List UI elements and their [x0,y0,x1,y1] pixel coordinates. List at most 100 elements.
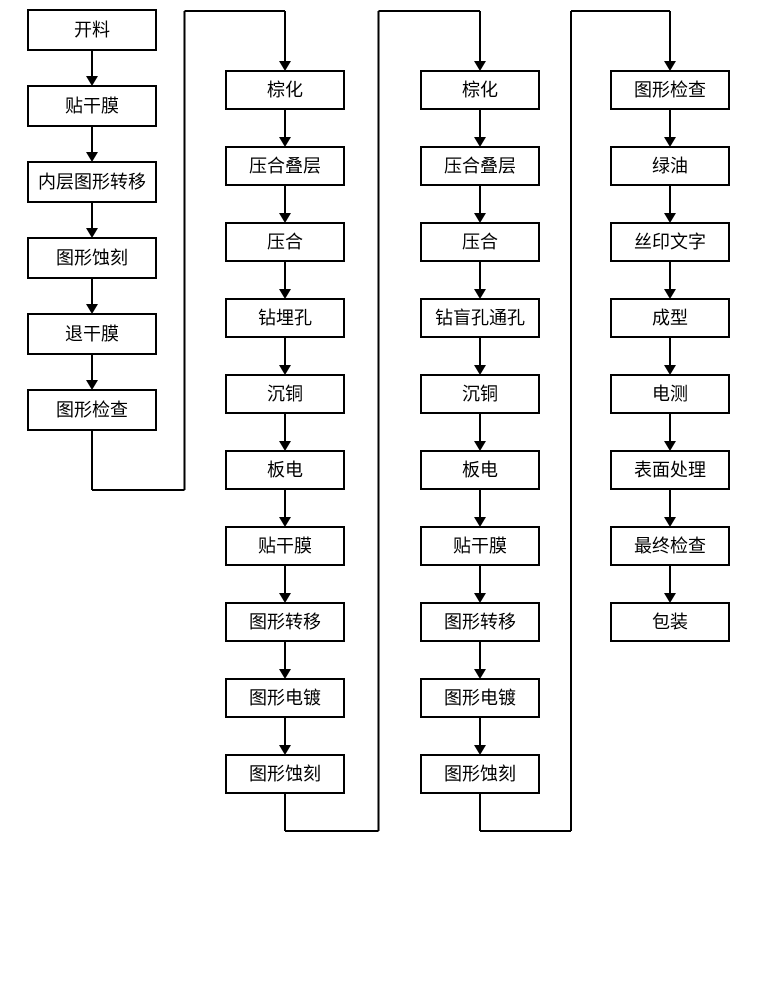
flow-node-label: 图形蚀刻 [56,248,128,268]
flowchart-canvas: 开料贴干膜内层图形转移图形蚀刻退干膜图形检查棕化压合叠层压合钻埋孔沉铜板电贴干膜… [0,0,768,1000]
flow-node-label: 开料 [74,20,110,40]
arrow-head [664,61,676,71]
arrow-head [279,61,291,71]
flow-node-label: 图形检查 [634,80,706,100]
flow-node-c3n6: 贴干膜 [421,527,539,565]
arrow-head [664,593,676,603]
flow-node-c2n6: 贴干膜 [226,527,344,565]
flow-node-c3n7: 图形转移 [421,603,539,641]
arrow-head [474,745,486,755]
flow-node-c3n5: 板电 [421,451,539,489]
flow-node-c1n0: 开料 [28,10,156,50]
flow-node-label: 压合 [267,232,303,252]
flow-node-label: 图形转移 [444,612,516,632]
flow-node-c4n3: 成型 [611,299,729,337]
arrow-head [86,380,98,390]
flow-node-c2n4: 沉铜 [226,375,344,413]
flow-node-c3n0: 棕化 [421,71,539,109]
arrow-head [474,137,486,147]
arrow-head [474,61,486,71]
flow-node-c1n4: 退干膜 [28,314,156,354]
flow-node-label: 图形电镀 [444,688,516,708]
flow-node-c2n7: 图形转移 [226,603,344,641]
flow-node-c4n4: 电测 [611,375,729,413]
flow-node-c4n6: 最终检查 [611,527,729,565]
flow-node-c2n0: 棕化 [226,71,344,109]
flow-node-c2n8: 图形电镀 [226,679,344,717]
flow-node-label: 电测 [652,384,688,404]
flow-node-c2n2: 压合 [226,223,344,261]
arrow-head [279,137,291,147]
flow-node-label: 成型 [652,308,688,328]
arrow-head [474,517,486,527]
flow-node-label: 丝印文字 [634,232,706,252]
arrow-head [279,213,291,223]
flow-node-c2n3: 钻埋孔 [226,299,344,337]
arrow-head [664,213,676,223]
flow-node-label: 图形检查 [56,400,128,420]
flow-node-label: 压合叠层 [444,156,516,176]
flow-node-c2n5: 板电 [226,451,344,489]
flow-node-c3n1: 压合叠层 [421,147,539,185]
arrow-head [279,365,291,375]
arrow-head [86,152,98,162]
flow-node-label: 板电 [267,460,303,480]
flow-node-label: 贴干膜 [258,536,312,556]
flow-node-label: 图形转移 [249,612,321,632]
arrow-head [86,76,98,86]
flow-node-label: 内层图形转移 [38,172,146,192]
arrow-head [474,365,486,375]
flow-node-c3n4: 沉铜 [421,375,539,413]
arrow-head [474,669,486,679]
arrow-head [664,365,676,375]
flow-node-label: 图形蚀刻 [444,764,516,784]
flow-node-label: 图形电镀 [249,688,321,708]
flow-node-label: 压合 [462,232,498,252]
flow-node-label: 贴干膜 [453,536,507,556]
arrow-head [86,304,98,314]
flow-node-label: 沉铜 [267,384,303,404]
flow-node-c3n9: 图形蚀刻 [421,755,539,793]
arrow-head [86,228,98,238]
flow-node-c2n1: 压合叠层 [226,147,344,185]
flow-node-label: 包装 [652,612,688,632]
arrow-head [279,745,291,755]
arrow-head [474,289,486,299]
flow-node-label: 图形蚀刻 [249,764,321,784]
arrow-head [279,441,291,451]
arrow-head [474,213,486,223]
flow-node-label: 棕化 [267,80,303,100]
flow-node-c1n3: 图形蚀刻 [28,238,156,278]
arrow-head [664,137,676,147]
arrow-head [474,441,486,451]
flow-node-c3n3: 钻盲孔通孔 [421,299,539,337]
flow-node-label: 表面处理 [634,460,706,480]
flow-node-label: 棕化 [462,80,498,100]
arrow-head [279,593,291,603]
arrow-head [279,669,291,679]
arrow-head [664,517,676,527]
flow-node-label: 板电 [462,460,498,480]
arrow-head [664,441,676,451]
flow-node-label: 绿油 [652,156,688,176]
flow-node-label: 钻埋孔 [258,308,312,328]
arrow-head [279,289,291,299]
flow-node-label: 贴干膜 [65,96,119,116]
flow-node-c2n9: 图形蚀刻 [226,755,344,793]
arrow-head [279,517,291,527]
flow-node-c3n2: 压合 [421,223,539,261]
flow-node-c1n1: 贴干膜 [28,86,156,126]
flow-node-label: 钻盲孔通孔 [435,308,525,328]
flow-node-label: 最终检查 [634,536,706,556]
flow-node-c3n8: 图形电镀 [421,679,539,717]
flow-node-c4n5: 表面处理 [611,451,729,489]
flow-node-c1n2: 内层图形转移 [28,162,156,202]
flow-node-c4n7: 包装 [611,603,729,641]
flow-node-c4n1: 绿油 [611,147,729,185]
flow-node-label: 压合叠层 [249,156,321,176]
flow-node-label: 退干膜 [65,324,119,344]
flow-node-label: 沉铜 [462,384,498,404]
flow-node-c4n2: 丝印文字 [611,223,729,261]
flow-node-c1n5: 图形检查 [28,390,156,430]
arrow-head [664,289,676,299]
